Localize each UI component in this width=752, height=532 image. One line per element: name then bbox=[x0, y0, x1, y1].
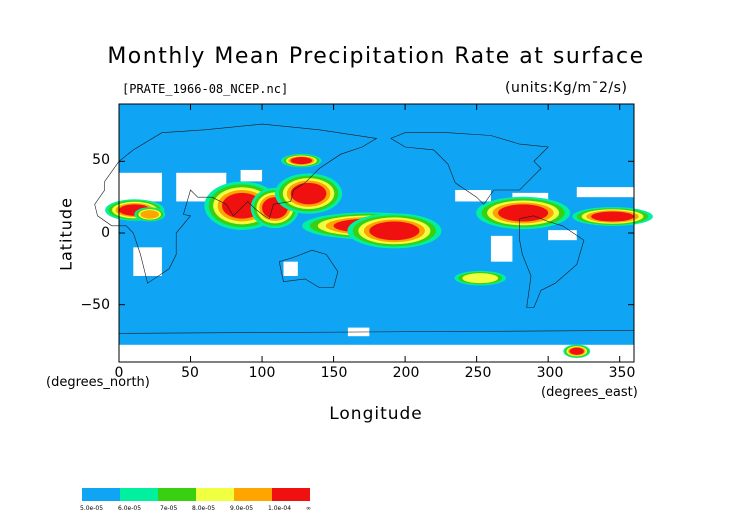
chart-title: Monthly Mean Precipitation Rate at surfa… bbox=[107, 44, 645, 69]
colorbar-label: 5.0e-05 bbox=[80, 505, 104, 512]
precip-cell bbox=[140, 210, 160, 219]
coastline bbox=[390, 132, 549, 205]
colorbar-label: 8.0e-05 bbox=[192, 505, 216, 512]
no-data-cell bbox=[283, 261, 298, 276]
colorbar bbox=[82, 488, 310, 501]
file-label: [PRATE_1966-08_NCEP.nc] bbox=[122, 82, 289, 96]
colorbar-swatch bbox=[196, 488, 234, 501]
no-data-cell bbox=[490, 235, 513, 262]
colorbar-end-label: ∞ bbox=[306, 505, 311, 512]
no-data-cell bbox=[133, 247, 162, 276]
no-data-cell bbox=[119, 344, 634, 362]
no-data-cell bbox=[240, 169, 263, 182]
x-tick-label: 50 bbox=[181, 365, 199, 381]
x-tick-label: 150 bbox=[320, 365, 348, 381]
y-tick-label: 0 bbox=[101, 225, 110, 241]
coastline bbox=[519, 215, 585, 308]
x-tick-label: 0 bbox=[114, 365, 124, 381]
y-tick-label: −50 bbox=[80, 297, 110, 313]
colorbar-swatch bbox=[272, 488, 310, 501]
no-data-cell bbox=[119, 172, 162, 202]
x-tick-label: 350 bbox=[608, 365, 636, 381]
colorbar-label: 9.0e-05 bbox=[230, 505, 254, 512]
no-data-cell bbox=[455, 190, 491, 202]
precip-cell bbox=[498, 204, 549, 222]
colorbar-label: 7e-05 bbox=[160, 505, 178, 512]
precip-cell bbox=[462, 273, 499, 284]
coastline bbox=[118, 330, 635, 334]
precip-cell bbox=[569, 347, 584, 355]
precip-cell bbox=[290, 157, 313, 165]
colorbar-swatch bbox=[158, 488, 196, 501]
coastline bbox=[94, 123, 378, 284]
no-data-cell bbox=[576, 187, 634, 198]
x-axis-label: Longitude bbox=[329, 404, 423, 424]
x-axis-units: (degrees_east) bbox=[541, 385, 638, 400]
colorbar-label: 6.0e-05 bbox=[118, 505, 142, 512]
y-tick-label: 50 bbox=[92, 152, 110, 168]
x-tick-label: 250 bbox=[464, 365, 492, 381]
x-tick-label: 200 bbox=[392, 365, 420, 381]
colorbar-label: 1.0e-04 bbox=[268, 505, 292, 512]
coastline bbox=[278, 249, 339, 288]
colorbar-swatch bbox=[82, 488, 120, 501]
x-tick-label: 300 bbox=[536, 365, 564, 381]
colorbar-swatch bbox=[120, 488, 158, 501]
precip-cell bbox=[369, 221, 420, 241]
units-label: (units:Kg/m¯2/s) bbox=[505, 80, 628, 96]
precip-cell bbox=[591, 211, 635, 222]
no-data-cell bbox=[548, 230, 577, 241]
colorbar-swatch bbox=[234, 488, 272, 501]
precip-cell bbox=[290, 182, 327, 205]
y-axis-units: (degrees_north) bbox=[46, 375, 150, 390]
x-tick-label: 100 bbox=[248, 365, 276, 381]
